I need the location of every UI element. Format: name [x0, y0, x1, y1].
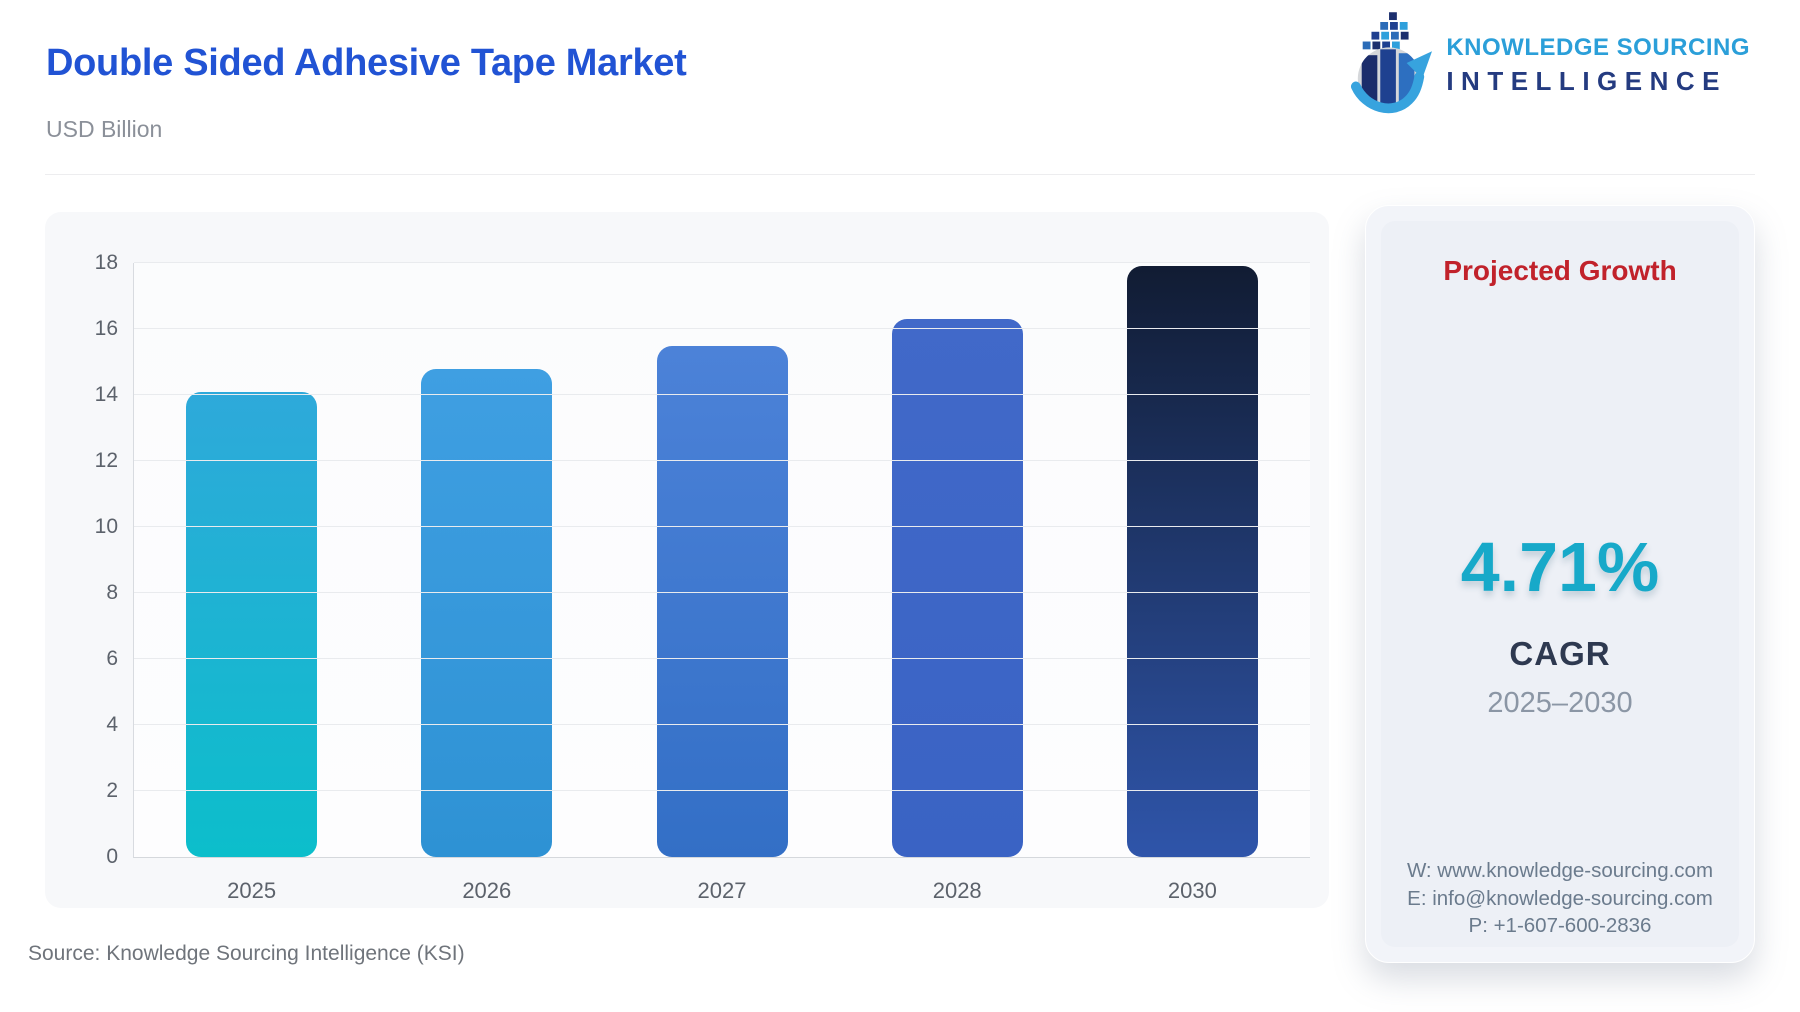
x-axis-label: 2028 — [932, 878, 982, 903]
projected-growth-heading: Projected Growth — [1443, 255, 1677, 286]
brand-name-line2: INTELLIGENCE — [1446, 66, 1727, 96]
y-axis-tick-label: 4 — [106, 713, 118, 737]
bar-slot: 2028 — [840, 263, 1075, 903]
gridline — [134, 790, 1310, 792]
y-axis-tick-label: 10 — [94, 515, 118, 538]
bar-2030 — [1126, 266, 1258, 857]
cagr-label: CAGR — [1509, 635, 1611, 672]
bar-2028 — [891, 319, 1023, 857]
forecast-period: 2025–2030 — [1487, 687, 1633, 719]
y-axis-tick-label: 6 — [106, 647, 118, 670]
brand-name-line1: KNOWLEDGE SOURCING — [1446, 34, 1750, 61]
y-axis-tick-label: 18 — [94, 251, 118, 274]
page-subtitle: USD Billion — [46, 116, 163, 142]
gridline — [134, 724, 1310, 726]
gridline — [134, 460, 1310, 461]
bars-row: 2025 2026 2027 2028 2030 — [134, 263, 1310, 903]
projected-growth-panel: Projected Growth 4.71% CAGR 2025–2030 W:… — [1365, 205, 1755, 963]
y-axis-tick-label: 0 — [106, 845, 118, 868]
y-axis-tick-label: 14 — [94, 383, 118, 406]
x-axis-label: 2030 — [1167, 878, 1217, 903]
source-note: Source: Knowledge Sourcing Intelligence … — [28, 942, 465, 965]
brand-logo: KNOWLEDGE SOURCING INTELLIGENCE — [1350, 12, 1750, 119]
bar-slot: 2025 — [134, 263, 369, 903]
gridline — [134, 394, 1310, 395]
page-title: Double Sided Adhesive Tape Market — [46, 42, 687, 84]
projected-growth-card: Projected Growth 4.71% CAGR 2025–2030 W:… — [1381, 221, 1739, 947]
y-axis-tick-label: 16 — [94, 317, 118, 341]
contact-phone: P: +1-607-600-2836 — [1468, 913, 1652, 937]
gridline — [134, 592, 1310, 594]
gridline — [134, 262, 1310, 263]
y-axis-tick-label: 2 — [106, 779, 118, 803]
chart-card: 2025 2026 2027 2028 2030 0 2 4 6 8 10 12 14 16 18 — [45, 212, 1329, 908]
header-divider — [45, 174, 1755, 175]
x-axis-label: 2026 — [462, 878, 512, 903]
contact-website: W: www.knowledge-sourcing.com — [1406, 859, 1714, 883]
cagr-value: 4.71% — [1460, 528, 1660, 606]
bar-chart-growth-arrow-logo-icon — [1350, 12, 1433, 119]
y-axis-tick-label: 12 — [94, 449, 118, 472]
bar-slot: 2030 — [1075, 263, 1310, 903]
bar-2025 — [186, 391, 318, 857]
logo-pixel-squares — [1363, 12, 1409, 50]
gridline — [134, 526, 1310, 527]
x-axis-label: 2025 — [227, 878, 277, 903]
contact-info: W: www.knowledge-sourcing.com E: info@kn… — [1407, 857, 1713, 939]
plot-area: 2025 2026 2027 2028 2030 0 2 4 6 8 10 12 14 16 18 — [95, 251, 1310, 903]
gridline — [134, 328, 1310, 330]
gridline — [134, 658, 1310, 659]
x-axis-label: 2027 — [697, 878, 747, 903]
contact-email: E: info@knowledge-sourcing.com — [1407, 886, 1713, 910]
bar-slot: 2026 — [369, 263, 604, 903]
y-axis-tick-label: 8 — [106, 581, 118, 605]
bar-slot: 2027 — [604, 263, 839, 903]
bar-2027 — [656, 345, 788, 857]
bar-2026 — [421, 368, 553, 857]
